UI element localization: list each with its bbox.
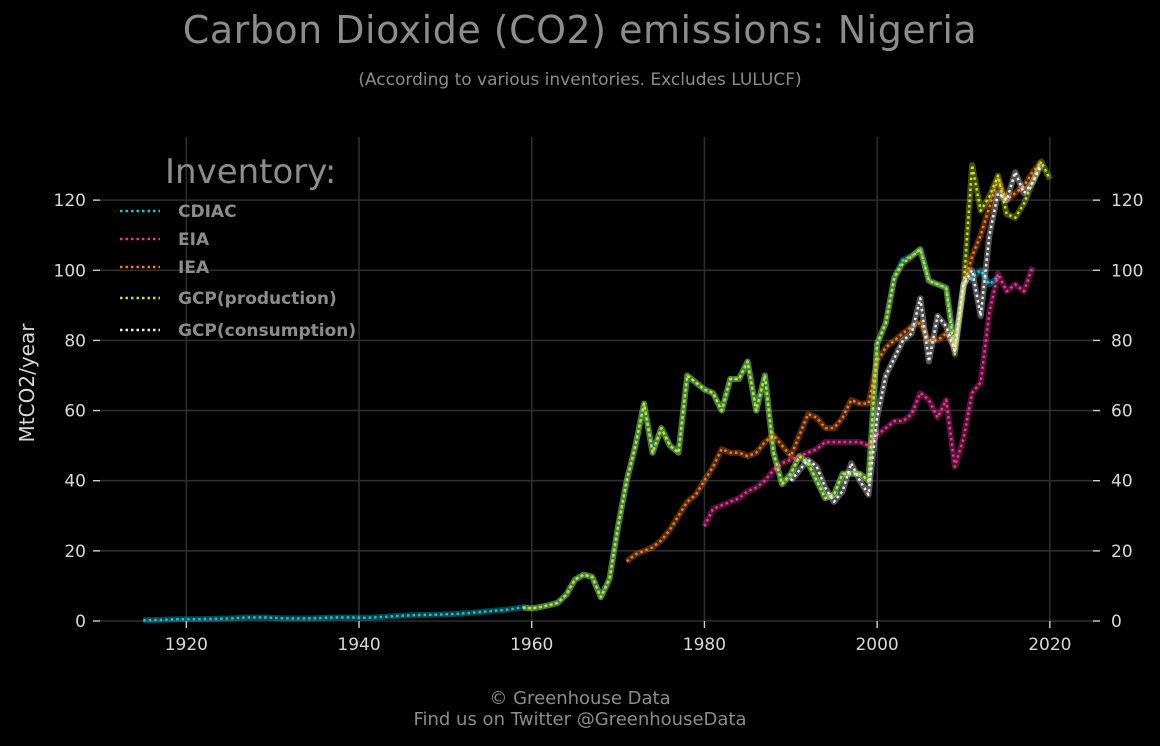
series-layer [143, 158, 1053, 624]
x-tick-label: 2000 [855, 635, 898, 655]
x-tick-label: 1960 [510, 635, 553, 655]
y-tick-label-right: 60 [1111, 402, 1133, 422]
series-line-eia [703, 266, 1034, 527]
y-tick-label-right: 100 [1111, 261, 1143, 281]
legend-label: IEA [178, 258, 210, 278]
y-tick-label-left: 20 [64, 542, 86, 562]
footer: © Greenhouse Data Find us on Twitter @Gr… [0, 688, 1160, 730]
legend-label: GCP(consumption) [178, 321, 356, 341]
series-glow-iea [624, 159, 1044, 564]
y-tick-label-right: 120 [1111, 191, 1143, 211]
y-tick-label-right: 20 [1111, 542, 1133, 562]
x-tick-label: 1980 [683, 635, 726, 655]
y-axis-label: MtCO2/year [15, 323, 39, 443]
legend: Inventory: CDIAC EIA IEA GCP(production) GCP… [120, 152, 356, 341]
y-tick-label-left: 100 [54, 261, 86, 281]
x-tick-label: 2020 [1028, 635, 1071, 655]
page-title: Carbon Dioxide (CO2) emissions: Nigeria [182, 8, 978, 52]
y-tick-label-left: 60 [64, 402, 86, 422]
series-line-gcp-consumption [789, 164, 1043, 503]
y-tick-label-right: 40 [1111, 472, 1133, 492]
legend-label: GCP(production) [178, 289, 337, 309]
legend-label: CDIAC [178, 202, 237, 222]
page-subtitle: (According to various inventories. Exclu… [358, 70, 802, 90]
y-tick-label-right: 0 [1111, 612, 1122, 632]
y-tick-label-left: 120 [54, 191, 86, 211]
legend-label: EIA [178, 230, 210, 250]
x-tick-label: 1920 [165, 635, 208, 655]
series-glow-gcp-production [522, 158, 1053, 612]
y-tick-label-left: 80 [64, 331, 86, 351]
y-tick-label-left: 40 [64, 472, 86, 492]
twitter-text: Find us on Twitter @GreenhouseData [413, 709, 747, 730]
legend-title: Inventory: [165, 152, 336, 192]
series-line-gcp-production [523, 160, 1051, 610]
series-line-cdiac [143, 247, 999, 622]
x-tick-label: 1940 [337, 635, 380, 655]
copyright-text: © Greenhouse Data [489, 688, 671, 709]
y-tick-label-right: 80 [1111, 331, 1133, 351]
y-tick-label-left: 0 [75, 612, 86, 632]
grid [100, 137, 1093, 622]
series-glow-gcp-consumption [788, 163, 1044, 505]
